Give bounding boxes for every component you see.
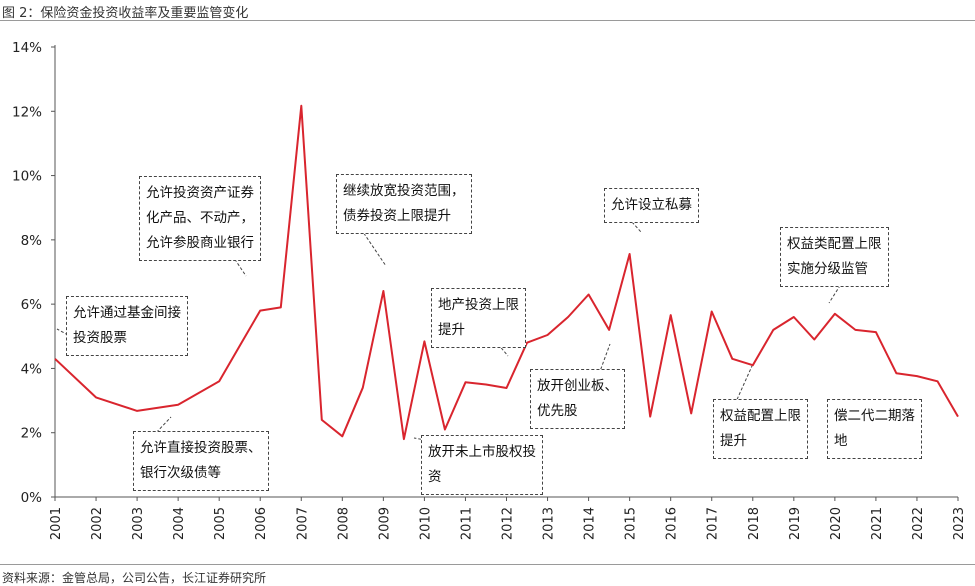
y-tick-label: 2% (21, 426, 43, 442)
annotation-leader (631, 221, 642, 233)
annotation-box: 权益类配置上限 实施分级监管 (780, 227, 889, 287)
annotation-text: 资 (428, 469, 442, 485)
annotation-text: 投资股票 (73, 330, 127, 346)
annotation-text: 允许设立私募 (611, 197, 692, 213)
x-tick-label: 2014 (583, 507, 598, 540)
x-tick-label: 2008 (336, 507, 351, 540)
annotation-box: 继续放宽投资范围， 债券投资上限提升 (336, 174, 472, 234)
annotation-box: 权益配置上限 提升 (713, 399, 808, 459)
source-note: 资料来源：金管总局，公司公告，长江证券研究所 (2, 571, 267, 585)
x-tick-label: 2007 (295, 507, 310, 540)
x-tick-label: 2021 (870, 507, 885, 540)
annotation-text: 允许通过基金间接 (73, 305, 181, 321)
annotation-text: 允许投资资产证券 (146, 185, 254, 201)
x-tick-label: 2011 (459, 507, 474, 540)
y-tick-label: 10% (12, 169, 42, 185)
x-tick-label: 2003 (131, 507, 146, 540)
annotation-box: 允许直接投资股票、 银行次级债等 (133, 431, 269, 491)
y-tick-label: 14% (12, 40, 42, 56)
annotation-text: 偿二代二期落 (834, 408, 915, 424)
x-tick-label: 2017 (706, 507, 721, 540)
figure-title: 图 2：保险资金投资收益率及重要监管变化 (2, 6, 249, 21)
annotation-text: 继续放宽投资范围， (343, 183, 465, 199)
annotation-box: 地产投资上限 提升 (431, 288, 526, 348)
annotation-text: 地 (834, 433, 848, 449)
annotation-box: 允许设立私募 (604, 188, 699, 223)
annotation-text: 地产投资上限 (438, 297, 519, 313)
x-tick-label: 2023 (952, 507, 967, 540)
annotation-text: 优先股 (537, 403, 578, 419)
annotation-text: 放开创业板、 (537, 378, 618, 394)
x-tick-label: 2002 (90, 507, 105, 540)
x-tick-label: 2016 (665, 507, 680, 540)
annotation-leader (231, 254, 247, 277)
source-divider (0, 564, 975, 565)
y-tick-label: 4% (21, 361, 43, 377)
annotation-text: 银行次级债等 (140, 465, 221, 481)
x-tick-label: 2015 (624, 507, 639, 540)
y-tick-label: 8% (21, 233, 43, 249)
x-tick-label: 2022 (911, 507, 926, 540)
x-tick-label: 2019 (788, 507, 803, 540)
annotation-leader (360, 228, 387, 267)
y-tick-label: 6% (21, 297, 43, 313)
x-tick-label: 2001 (49, 507, 64, 540)
annotation-leader (828, 280, 844, 304)
annotation-text: 允许参股商业银行 (146, 235, 254, 251)
y-tick-label: 0% (21, 490, 43, 506)
x-tick-label: 2012 (501, 507, 516, 540)
x-tick-label: 2009 (377, 507, 392, 540)
annotation-box: 放开未上市股权投资 (421, 435, 543, 495)
annotation-box: 偿二代二期落地 (827, 399, 922, 459)
annotation-text: 化产品、不动产， (146, 210, 254, 226)
y-tick-label: 12% (12, 104, 42, 120)
annotation-text: 权益配置上限 (720, 408, 801, 424)
annotation-leader (734, 365, 753, 405)
annotation-text: 提升 (438, 322, 465, 338)
annotation-text: 权益类配置上限 (787, 236, 882, 252)
line-chart: 0% 2% 4% 6% 8% 10% 12% 14% 2001 2002 2003 2004 2005… (12, 40, 967, 540)
annotation-box: 放开创业板、 优先股 (530, 369, 625, 429)
annotation-text: 提升 (720, 433, 747, 449)
annotation-text: 放开未上市股权投 (428, 444, 536, 460)
annotation-leader (152, 416, 172, 437)
x-tick-label: 2004 (172, 507, 187, 540)
x-tick-label: 2010 (418, 507, 433, 540)
annotation-text: 债券投资上限提升 (343, 208, 451, 224)
x-tick-label: 2018 (747, 507, 762, 540)
x-tick-label: 2020 (829, 507, 844, 540)
x-tick-label: 2006 (254, 507, 269, 540)
annotation-text: 允许直接投资股票、 (140, 440, 262, 456)
annotation-box: 允许投资资产证券 化产品、不动产， 允许参股商业银行 (139, 176, 261, 261)
series-line (54, 104, 959, 441)
annotation-box: 允许通过基金间接 投资股票 (66, 296, 188, 356)
title-divider (0, 20, 975, 21)
x-tick-label: 2013 (542, 507, 557, 540)
x-tick-label: 2005 (213, 507, 228, 540)
annotation-text: 实施分级监管 (787, 261, 868, 277)
